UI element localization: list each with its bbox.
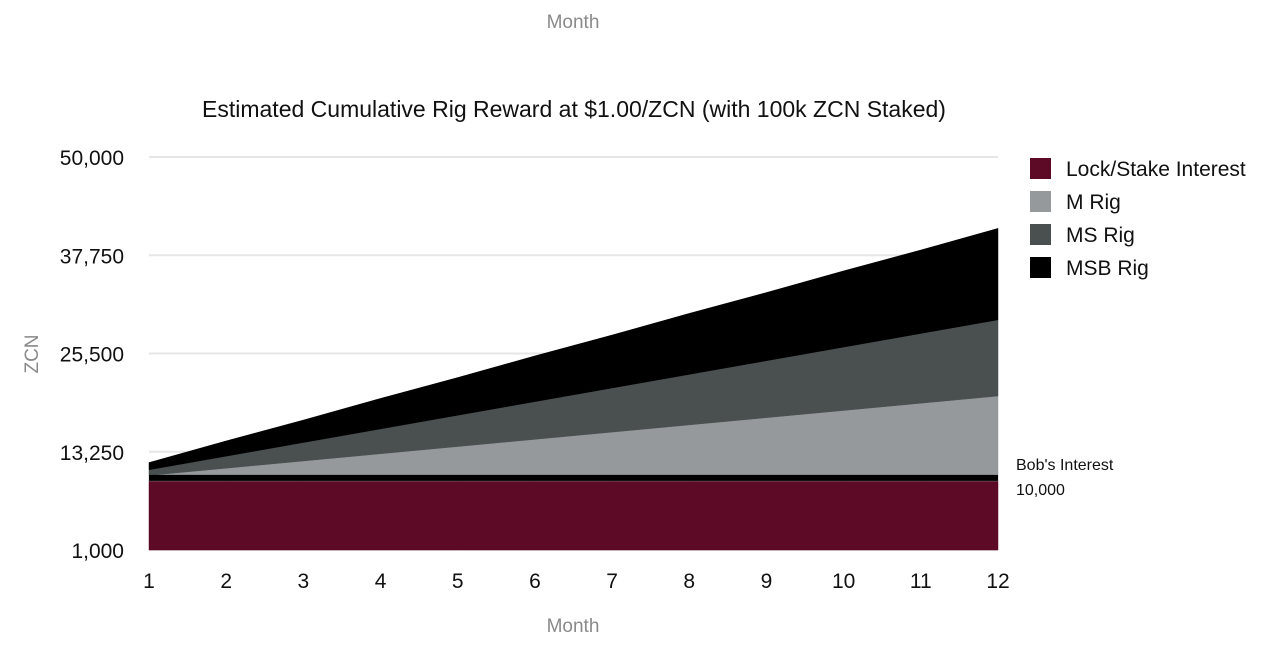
x-tick-label: 8 — [683, 570, 695, 593]
chart-title: Estimated Cumulative Rig Reward at $1.00… — [202, 96, 946, 122]
legend-label: MS Rig — [1066, 224, 1135, 247]
legend-label: M Rig — [1066, 191, 1121, 214]
reference-line-label: Bob's Interest — [1016, 457, 1114, 474]
x-tick-label: 9 — [761, 570, 773, 593]
x-tick-label: 5 — [452, 570, 464, 593]
x-tick-label: 7 — [606, 570, 618, 593]
y-tick-label: 25,500 — [60, 344, 124, 367]
legend-label: Lock/Stake Interest — [1066, 158, 1246, 181]
y-axis-title: ZCN — [22, 334, 43, 373]
legend: Lock/Stake Interest M Rig MS Rig MSB Rig — [1030, 158, 1246, 280]
plot-areas — [148, 228, 999, 551]
x-tick-label: 2 — [220, 570, 232, 593]
x-tick-label: 4 — [375, 570, 387, 593]
y-tick-label: 50,000 — [60, 147, 124, 170]
legend-swatch — [1030, 257, 1051, 278]
y-tick-label: 13,250 — [60, 442, 124, 465]
x-axis-title: Month — [547, 616, 600, 637]
x-tick-label: 1 — [143, 570, 155, 593]
reference-line-value: 10,000 — [1016, 482, 1065, 499]
area-msb-rig — [148, 228, 999, 471]
x-tick-label: 12 — [986, 570, 1009, 593]
x-tick-label: 3 — [298, 570, 310, 593]
y-tick-label: 37,750 — [60, 245, 124, 268]
legend-swatch — [1030, 191, 1051, 212]
x-axis-ticks: 1 2 3 4 5 6 7 8 9 10 11 12 — [143, 570, 1010, 593]
legend-swatch — [1030, 158, 1051, 179]
x-tick-label: 10 — [832, 570, 855, 593]
top-axis-title: Month — [547, 12, 600, 33]
legend-swatch — [1030, 224, 1051, 245]
y-axis-ticks: 1,000 13,250 25,500 37,750 50,000 — [60, 147, 124, 563]
x-tick-label: 6 — [529, 570, 541, 593]
area-lock-stake-interest — [148, 480, 999, 551]
reference-line-group: Bob's Interest 10,000 — [149, 457, 1114, 499]
y-tick-label: 1,000 — [71, 540, 124, 563]
legend-label: MSB Rig — [1066, 257, 1149, 280]
x-tick-label: 11 — [910, 570, 932, 593]
